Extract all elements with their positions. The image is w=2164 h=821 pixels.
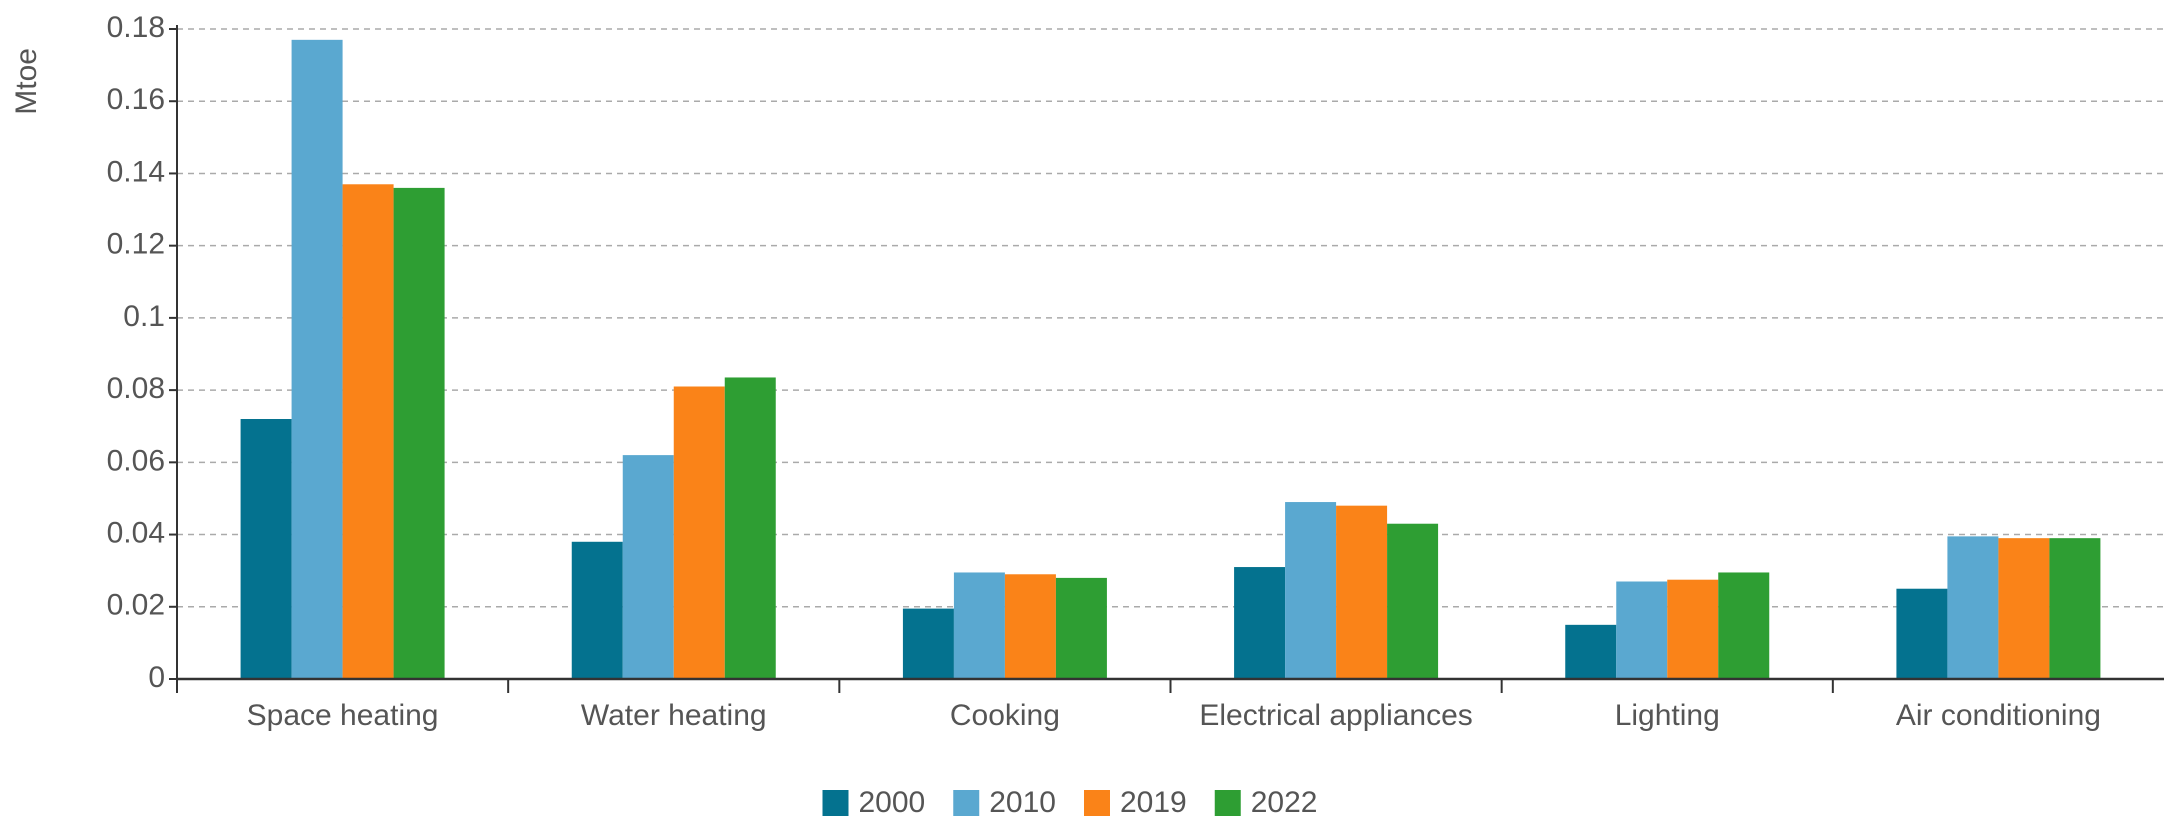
legend-swatch	[1084, 790, 1110, 816]
x-tick-label: Lighting	[1614, 701, 1720, 732]
legend-swatch	[953, 790, 980, 816]
x-tick-label-box: Lighting	[1614, 701, 1720, 732]
legend-swatch	[822, 790, 849, 816]
bar	[240, 419, 292, 679]
x-tick-label-box: Space heating	[246, 701, 439, 732]
y-axis-label: Mtoe	[10, 48, 43, 115]
y-tick-label: 0.16	[107, 83, 165, 116]
bar	[1667, 579, 1719, 679]
bar	[1616, 581, 1668, 679]
x-tick-label: Space heating	[246, 701, 439, 732]
bar	[902, 608, 954, 679]
legend-label: 2019	[1120, 786, 1187, 819]
bar	[1387, 523, 1439, 679]
bar	[1336, 505, 1388, 679]
bar	[571, 541, 623, 679]
bar	[393, 187, 445, 679]
legend-label: 2000	[859, 786, 926, 819]
bar	[1998, 538, 2050, 679]
legend-label: 2022	[1251, 786, 1318, 819]
y-tick-label: 0.12	[107, 228, 165, 261]
y-tick-label: 0.06	[107, 444, 165, 477]
bar	[342, 184, 394, 679]
x-tick-label: Air conditioning	[1895, 701, 2101, 732]
bar	[622, 455, 674, 679]
y-tick-label: 0.02	[107, 589, 165, 622]
bar	[1285, 502, 1337, 679]
y-tick-label: 0	[148, 661, 165, 694]
legend-label: 2010	[989, 786, 1056, 819]
y-tick-label: 0.18	[107, 11, 165, 44]
x-tick-label-box: Cooking	[949, 701, 1060, 732]
bar	[2049, 538, 2101, 679]
bar	[1055, 577, 1107, 679]
bar	[291, 39, 343, 680]
y-tick-label: 0.08	[107, 372, 165, 405]
y-tick-label: 0.14	[107, 155, 165, 188]
y-tick-label: 0.04	[107, 516, 165, 549]
y-tick-label: 0.1	[123, 300, 165, 333]
bar	[1004, 574, 1056, 679]
bar	[724, 377, 776, 679]
bar	[953, 572, 1005, 679]
legend: 2000 2010 2019 2022	[822, 786, 1318, 819]
x-tick-label: Water heating	[580, 701, 767, 732]
bar	[1718, 572, 1770, 679]
x-tick-label-box: Electrical appliances	[1199, 701, 1473, 732]
bar	[673, 386, 725, 679]
x-tick-label-box: Water heating	[580, 701, 767, 732]
x-tick-label: Electrical appliances	[1199, 701, 1473, 732]
legend-swatch	[1214, 790, 1241, 816]
bar	[1234, 567, 1286, 679]
bar	[1896, 588, 1948, 679]
bar	[1947, 536, 1999, 679]
x-tick-label: Cooking	[949, 701, 1060, 732]
x-tick-label-box: Air conditioning	[1895, 701, 2101, 732]
bar	[1565, 624, 1617, 679]
